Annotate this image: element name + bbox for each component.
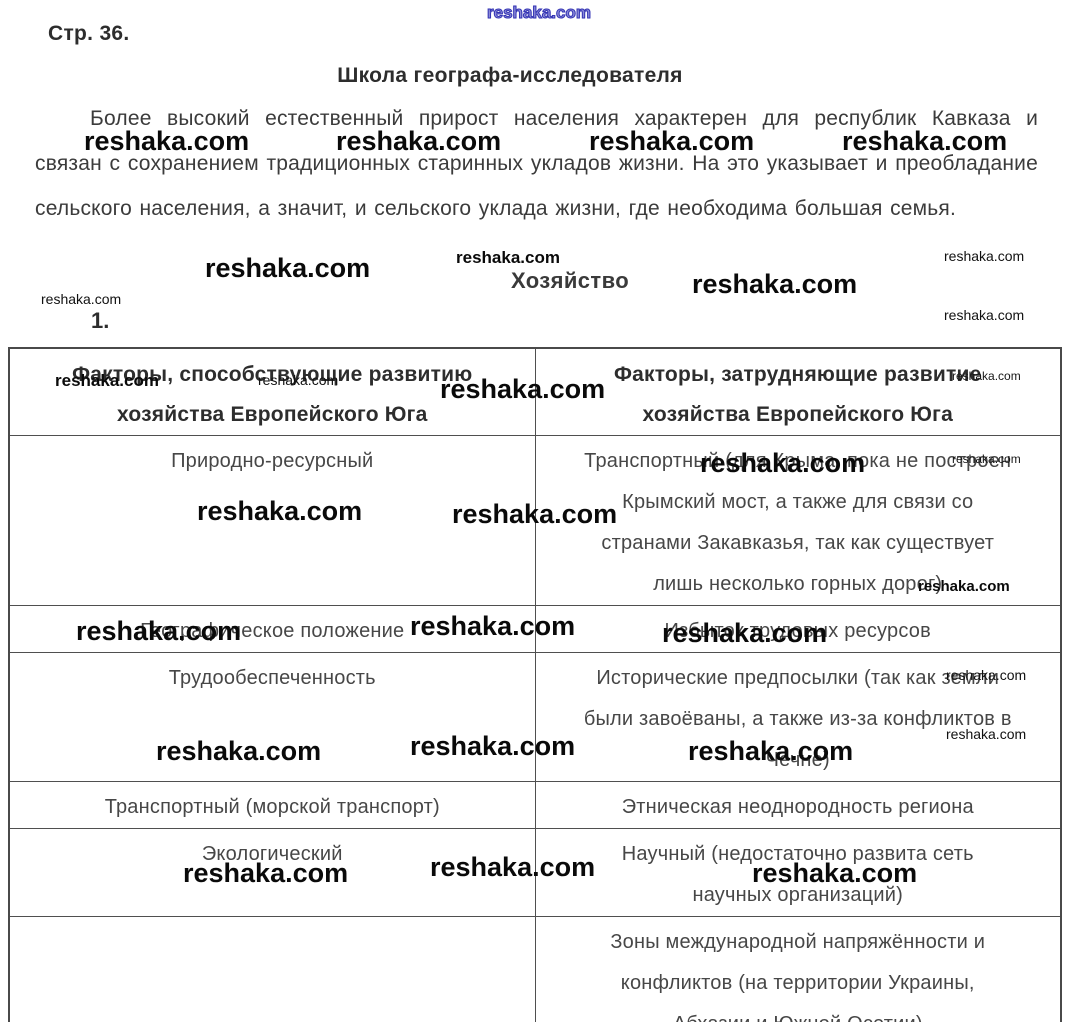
table-cell	[8, 916, 536, 1022]
table-cell: Этническая неоднородность региона	[534, 781, 1062, 829]
watermark: reshaka.com	[487, 3, 592, 22]
table-cell: Избыток трудовых ресурсов	[534, 605, 1062, 653]
watermark: reshaka.com	[41, 291, 122, 307]
page-number-label: Стр. 36.	[48, 22, 130, 45]
table-cell: Экологический	[8, 828, 536, 917]
section-title: Школа географа-исследователя	[337, 64, 683, 87]
table-row: Природно-ресурсный Транспортный (для Кры…	[8, 435, 1062, 606]
task-item-number: 1.	[91, 308, 110, 333]
table-cell: Зоны международной напряжённости и конфл…	[534, 916, 1062, 1022]
factors-table-header-left: Факторы, способствующие развитию хозяйст…	[8, 347, 536, 436]
factors-table: Факторы, способствующие развитию хозяйст…	[8, 347, 1062, 1022]
factors-table-header-right: Факторы, затрудняющие развитие хозяйства…	[534, 347, 1062, 436]
table-cell: Исторические предпосылки (так как земли …	[534, 652, 1062, 782]
answer-paragraph: Более высокий естественный прирост насел…	[35, 107, 1038, 220]
table-cell: Транспортный (для Крыма, пока не построе…	[534, 435, 1062, 606]
watermark: reshaka.com	[456, 248, 560, 267]
table-header-row: Факторы, способствующие развитию хозяйст…	[8, 347, 1062, 436]
table-cell: Научный (недостаточно развита сеть научн…	[534, 828, 1062, 917]
table-row: Трудообеспеченность Исторические предпос…	[8, 652, 1062, 782]
table-cell: Географическое положение	[8, 605, 536, 653]
table-cell: Природно-ресурсный	[8, 435, 536, 606]
table-cell: Транспортный (морской транспорт)	[8, 781, 536, 829]
table-cell: Трудообеспеченность	[8, 652, 536, 782]
table-row: Экологический Научный (недостаточно разв…	[8, 828, 1062, 917]
subsection-title: Хозяйство	[510, 268, 630, 293]
table-row: Транспортный (морской транспорт) Этничес…	[8, 781, 1062, 829]
table-row: Зоны международной напряжённости и конфл…	[8, 916, 1062, 1022]
table-row: Географическое положение Избыток трудовы…	[8, 605, 1062, 653]
watermark: reshaka.com	[944, 248, 1025, 264]
watermark: reshaka.com	[944, 307, 1025, 323]
